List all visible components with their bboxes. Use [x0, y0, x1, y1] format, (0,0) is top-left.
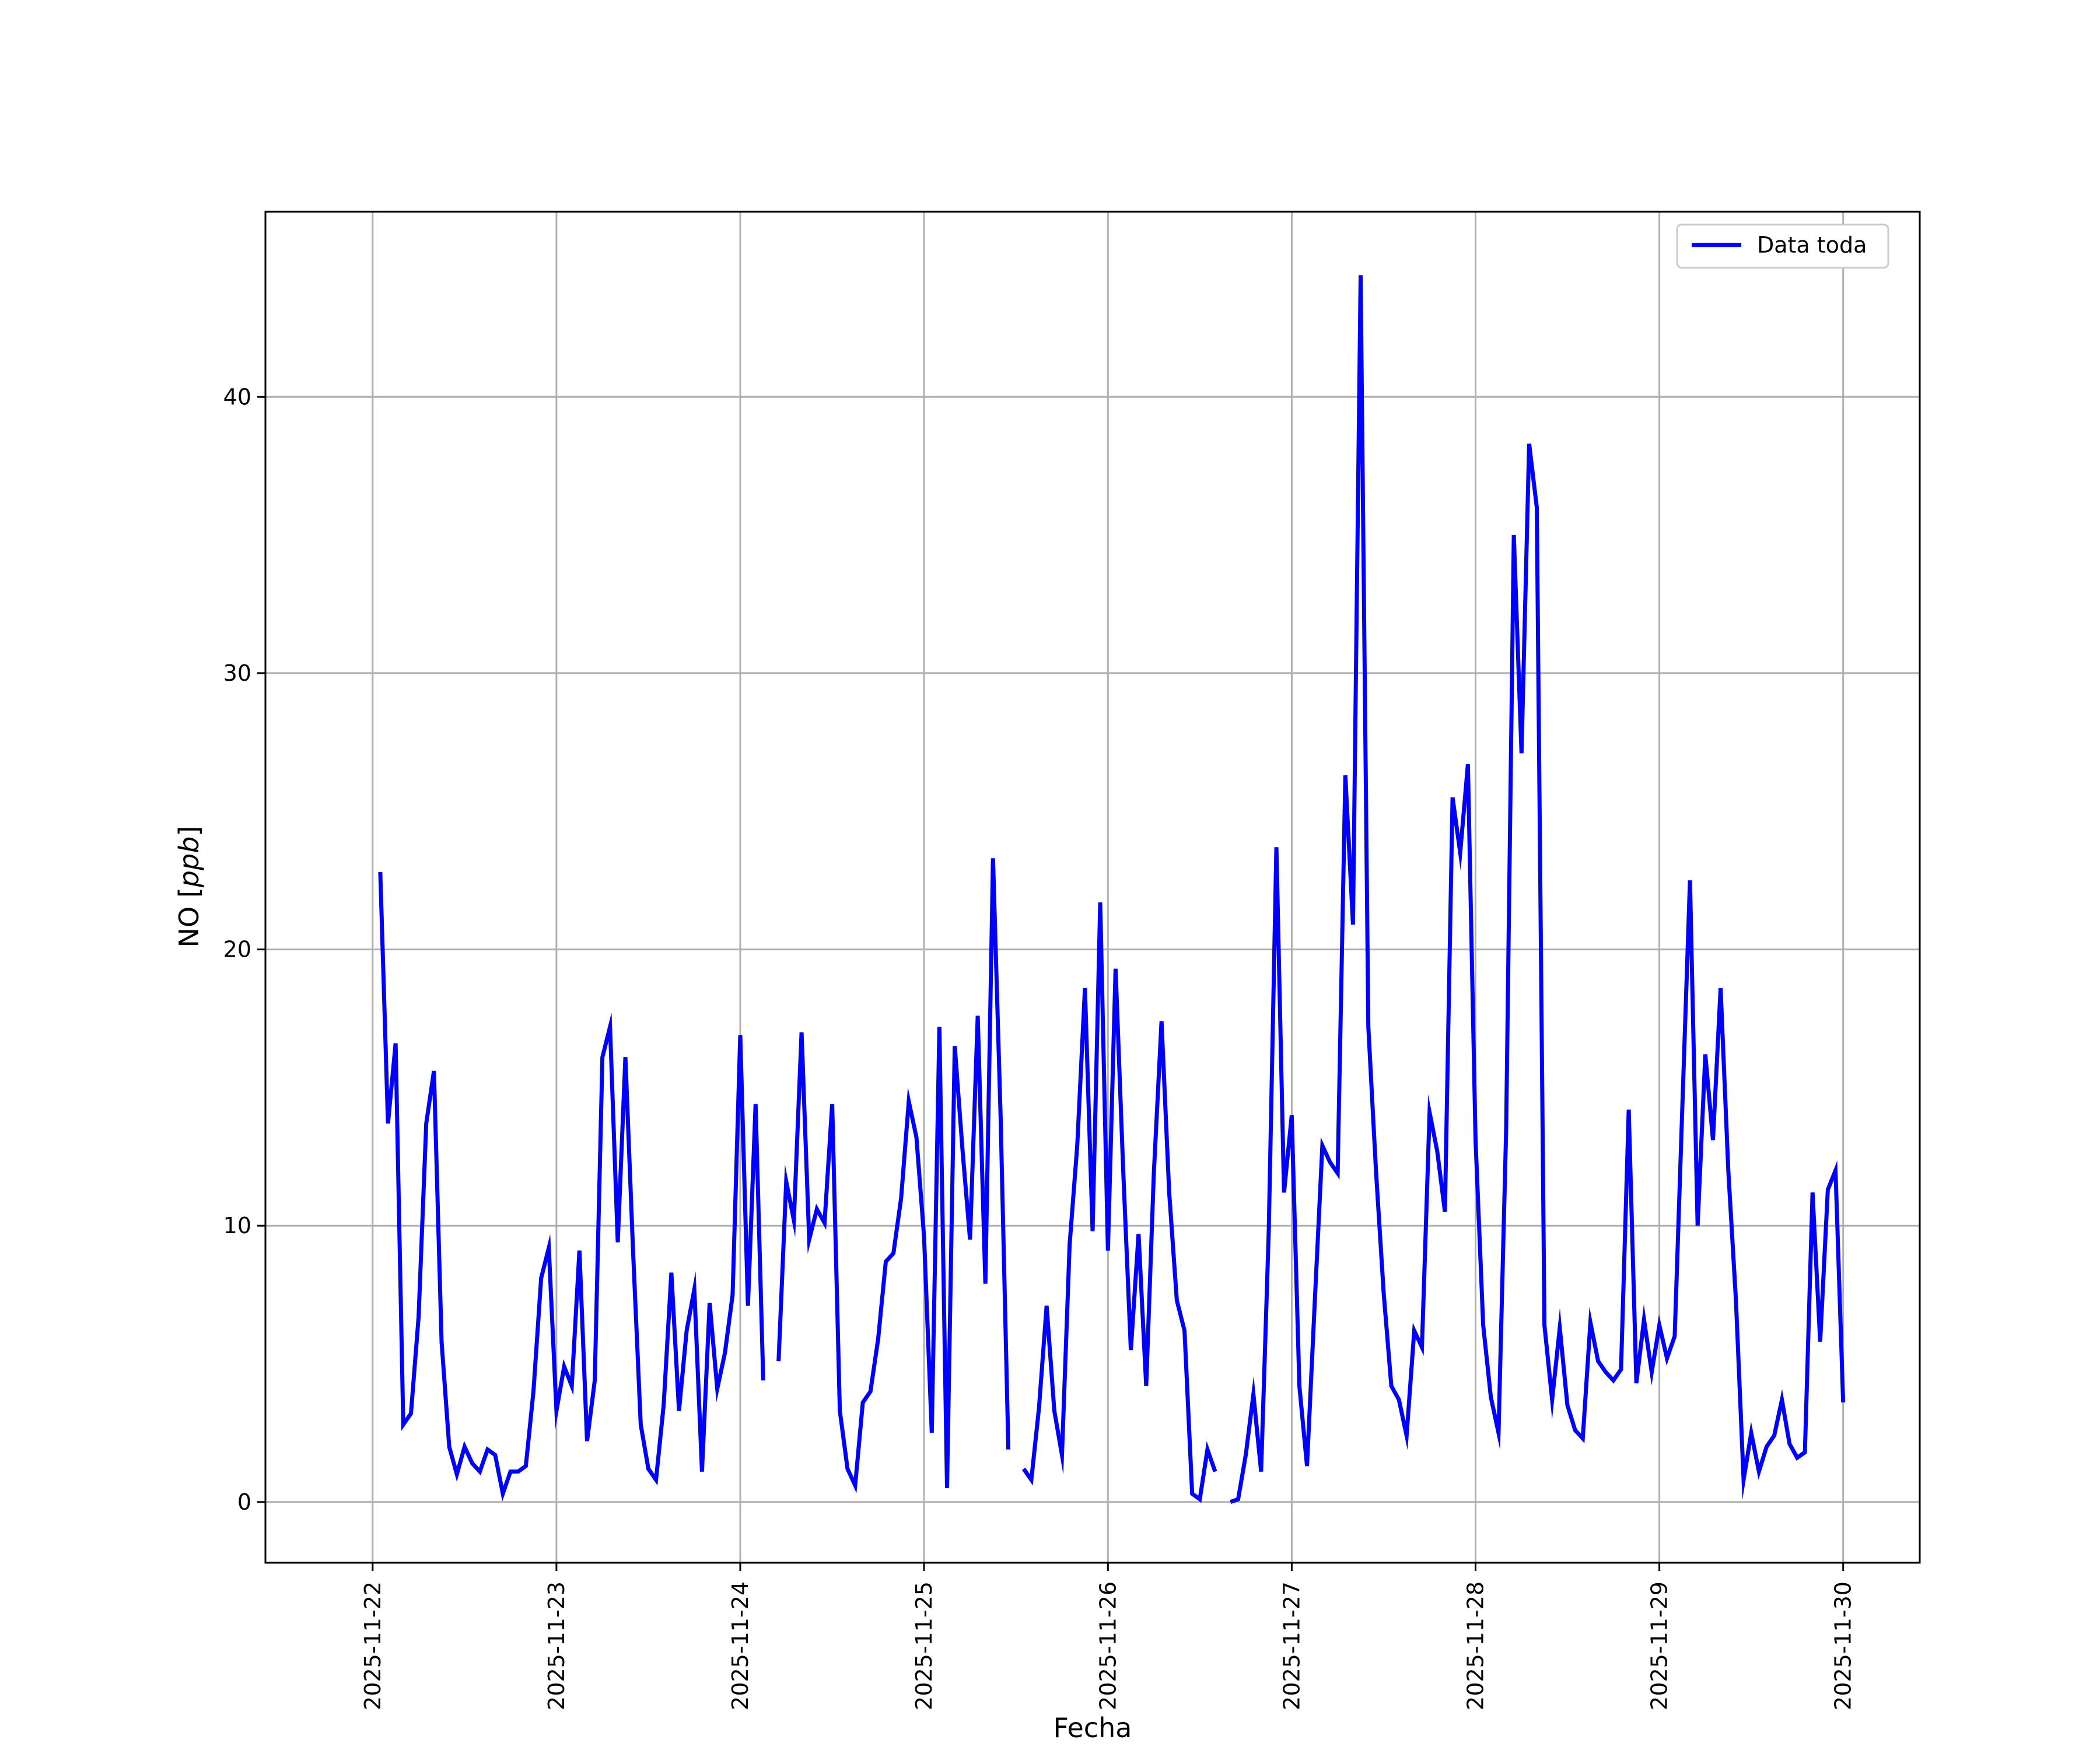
x-tick-label: 2025-11-28 [1463, 1581, 1489, 1710]
x-axis-label: Fecha [1054, 1712, 1132, 1744]
x-tick-label: 2025-11-22 [360, 1581, 386, 1710]
series-layer [378, 275, 1846, 1504]
y-tick-label: 20 [223, 937, 251, 963]
y-axis-label: NO [ppb] [173, 826, 205, 948]
y-tick-label: 0 [237, 1489, 251, 1515]
legend-label: Data toda [1757, 232, 1867, 258]
plot-frame [264, 211, 1921, 1564]
legend-box [1676, 223, 1889, 269]
series-line-data-toda [378, 275, 1846, 1504]
y-tick-label: 10 [223, 1213, 251, 1238]
y-tick-label: 40 [223, 384, 251, 410]
x-tick-label: 2025-11-27 [1279, 1581, 1304, 1710]
x-tick-label: 2025-11-26 [1095, 1581, 1121, 1710]
y-tick-label: 30 [223, 660, 251, 686]
x-tick-label: 2025-11-29 [1647, 1581, 1672, 1710]
x-tick-label: 2025-11-25 [911, 1581, 937, 1710]
x-tick-label: 2025-11-23 [544, 1581, 569, 1710]
x-tick-label: 2025-11-24 [727, 1581, 753, 1710]
legend: Data toda [1676, 223, 1889, 269]
plot-area [265, 212, 1920, 1563]
x-tick-label: 2025-11-30 [1831, 1581, 1856, 1710]
ticks: 2025-11-22 2025-11-23 2025-11-24 2025-11-25… [223, 384, 1856, 1710]
